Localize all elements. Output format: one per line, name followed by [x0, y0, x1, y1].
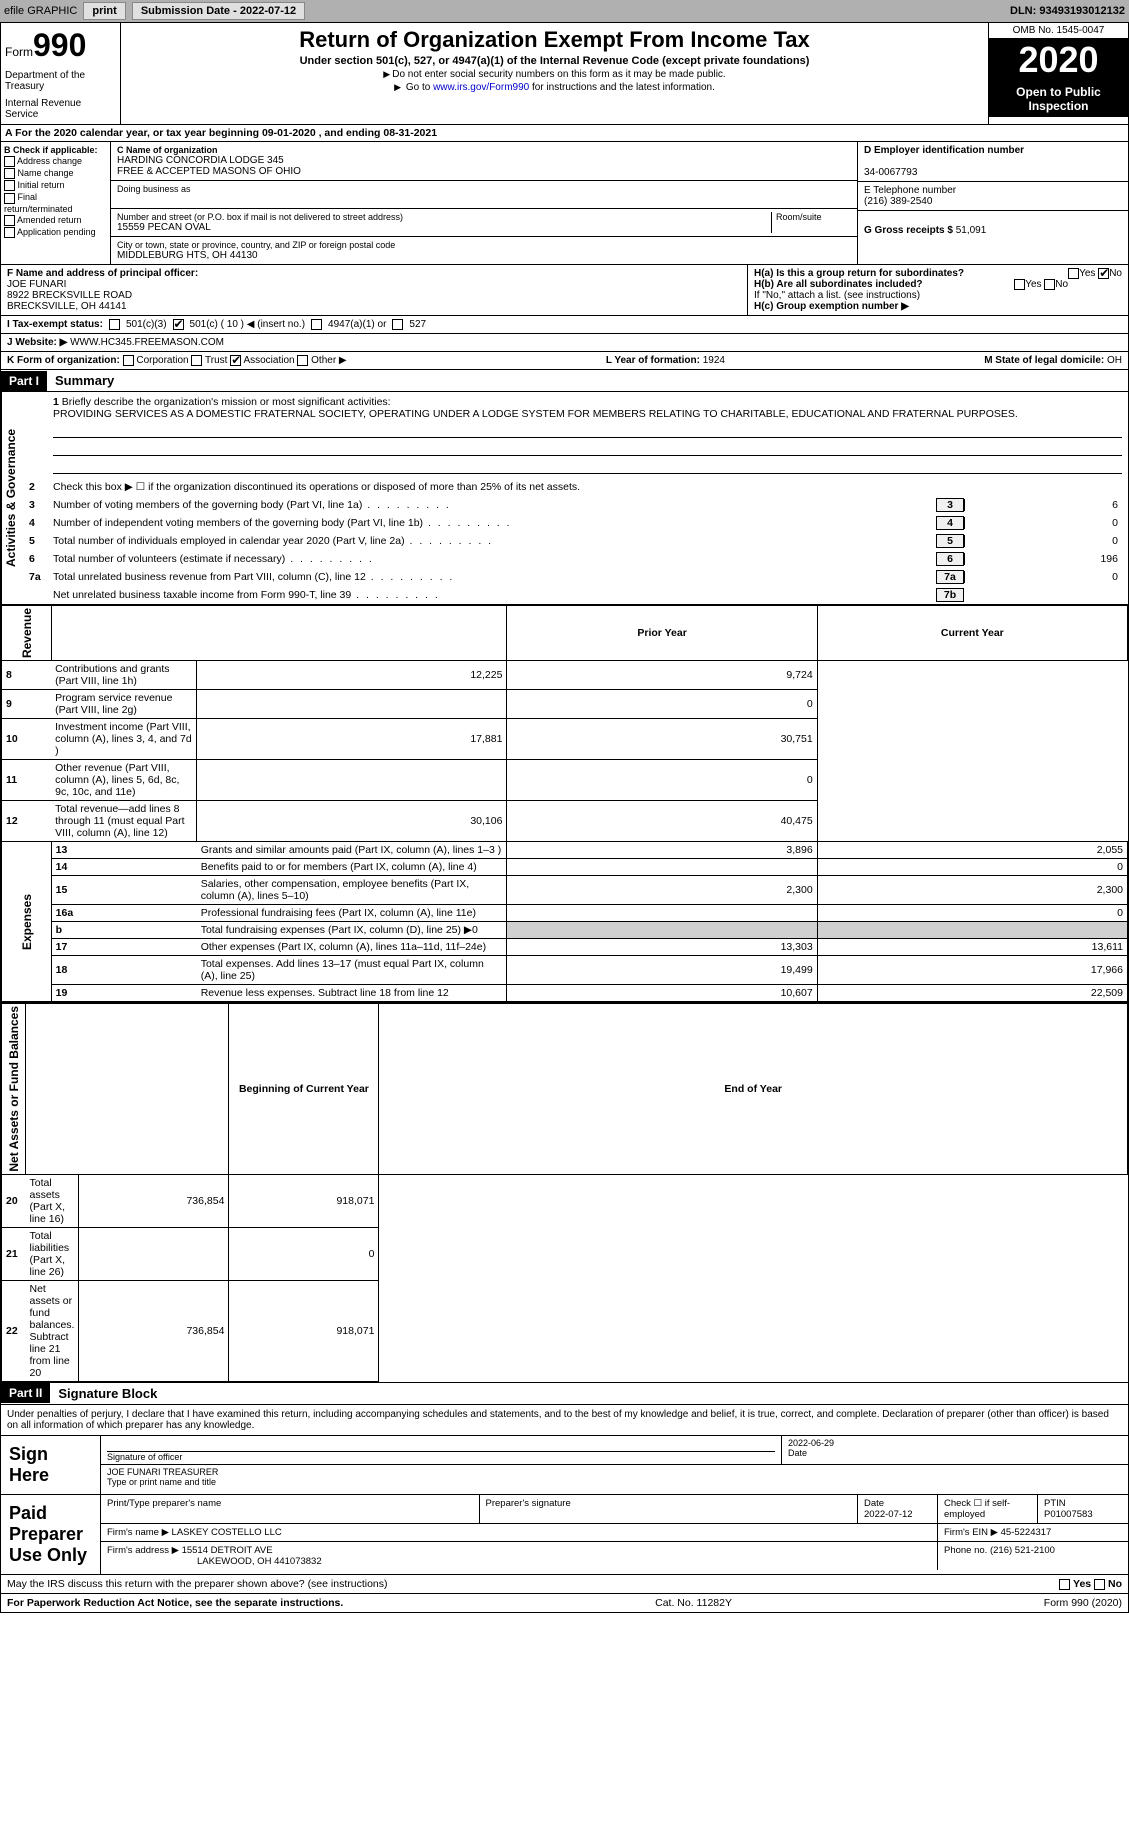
col-d: D Employer identification number 34-0067… — [858, 142, 1128, 264]
cb-address[interactable]: Address change — [4, 156, 107, 167]
part2-header: Part II Signature Block — [0, 1383, 1129, 1405]
table-row: 11Other revenue (Part VIII, column (A), … — [2, 760, 1128, 801]
net-section: Net Assets or Fund Balances Beginning of… — [0, 1003, 1129, 1383]
table-row: 16aProfessional fundraising fees (Part I… — [2, 905, 1128, 922]
table-row: bTotal fundraising expenses (Part IX, co… — [2, 922, 1128, 939]
table-row: 21Total liabilities (Part X, line 26)0 — [2, 1227, 1128, 1280]
website: WWW.HC345.FREEMASON.COM — [70, 337, 224, 348]
note-ssn: Do not enter social security numbers on … — [125, 69, 984, 80]
toolbar: efile GRAPHIC print Submission Date - 20… — [0, 0, 1129, 23]
submission-button[interactable]: Submission Date - 2022-07-12 — [132, 2, 305, 20]
net-table: Net Assets or Fund Balances Beginning of… — [1, 1003, 1128, 1382]
entity-block: B Check if applicable: Address change Na… — [0, 142, 1129, 265]
cb-initial[interactable]: Initial return — [4, 180, 107, 191]
table-row: 8Contributions and grants (Part VIII, li… — [2, 661, 1128, 690]
telephone: (216) 389-2540 — [864, 196, 1122, 207]
dept-treasury: Department of the Treasury — [5, 70, 116, 92]
paid-preparer: Paid Preparer Use Only Print/Type prepar… — [0, 1495, 1129, 1575]
firm-name: LASKEY COSTELLO LLC — [172, 1527, 282, 1538]
part1-header: Part I Summary — [0, 370, 1129, 392]
open-inspection: Open to Public Inspection — [989, 81, 1128, 117]
form-left: Form990 Department of the Treasury Inter… — [1, 23, 121, 124]
form-right: OMB No. 1545-0047 2020 Open to Public In… — [988, 23, 1128, 124]
org-name1: HARDING CONCORDIA LODGE 345 — [117, 155, 851, 166]
dept-irs: Internal Revenue Service — [5, 98, 116, 120]
table-row: 20Total assets (Part X, line 16)736,8549… — [2, 1174, 1128, 1227]
table-row: 14Benefits paid to or for members (Part … — [2, 859, 1128, 876]
omb: OMB No. 1545-0047 — [989, 23, 1128, 39]
tax-year: 2020 — [989, 39, 1128, 81]
ptin: P01007583 — [1044, 1509, 1093, 1520]
city: MIDDLEBURG HTS, OH 44130 — [117, 250, 851, 261]
cb-final[interactable]: Final return/terminated — [4, 192, 107, 213]
org-name2: FREE & ACCEPTED MASONS OF OHIO — [117, 166, 851, 177]
cb-pending[interactable]: Application pending — [4, 227, 107, 238]
form-header: Form990 Department of the Treasury Inter… — [0, 23, 1129, 125]
col-b: B Check if applicable: Address change Na… — [1, 142, 111, 264]
gov-section: Activities & Governance 1 Briefly descri… — [0, 392, 1129, 605]
signer-name: JOE FUNARI TREASURER — [107, 1467, 1122, 1477]
declaration: Under penalties of perjury, I declare th… — [0, 1405, 1129, 1436]
col-c: C Name of organization HARDING CONCORDIA… — [111, 142, 858, 264]
cb-name[interactable]: Name change — [4, 168, 107, 179]
table-row: 22Net assets or fund balances. Subtract … — [2, 1280, 1128, 1381]
side-gov: Activities & Governance — [1, 392, 25, 604]
efile-label: efile GRAPHIC — [4, 5, 77, 17]
rev-exp-section: Revenue Prior Year Current Year 8Contrib… — [0, 605, 1129, 1003]
table-row: 17Other expenses (Part IX, column (A), l… — [2, 939, 1128, 956]
footer: For Paperwork Reduction Act Notice, see … — [0, 1594, 1129, 1613]
irs-link[interactable]: www.irs.gov/Form990 — [433, 82, 529, 93]
note-link: Go to www.irs.gov/Form990 for instructio… — [125, 82, 984, 93]
period-row: A For the 2020 calendar year, or tax yea… — [0, 125, 1129, 142]
mission-text: PROVIDING SERVICES AS A DOMESTIC FRATERN… — [53, 408, 1018, 420]
table-row: 15Salaries, other compensation, employee… — [2, 876, 1128, 905]
form-title: Return of Organization Exempt From Incom… — [125, 27, 984, 53]
summary-table: Revenue Prior Year Current Year 8Contrib… — [1, 605, 1128, 1002]
gross-receipts: 51,091 — [956, 225, 987, 236]
website-row: J Website: ▶ WWW.HC345.FREEMASON.COM — [0, 334, 1129, 352]
print-button[interactable]: print — [83, 2, 125, 20]
table-row: 12Total revenue—add lines 8 through 11 (… — [2, 801, 1128, 842]
table-row: 10Investment income (Part VIII, column (… — [2, 719, 1128, 760]
korg-row: K Form of organization: Corporation Trus… — [0, 352, 1129, 370]
dln: DLN: 93493193012132 — [1010, 5, 1125, 17]
officer-name: JOE FUNARI — [7, 279, 741, 290]
table-row: 9Program service revenue (Part VIII, lin… — [2, 690, 1128, 719]
form-center: Return of Organization Exempt From Incom… — [121, 23, 988, 124]
table-row: Expenses13Grants and similar amounts pai… — [2, 842, 1128, 859]
officers: F Name and address of principal officer:… — [0, 265, 1129, 316]
tax-status: I Tax-exempt status: 501(c)(3) 501(c) ( … — [0, 316, 1129, 334]
ein: 34-0067793 — [864, 167, 1122, 178]
form-sub: Under section 501(c), 527, or 4947(a)(1)… — [125, 55, 984, 67]
street: 15559 PECAN OVAL — [117, 222, 771, 233]
cb-amended[interactable]: Amended return — [4, 215, 107, 226]
table-row: 19Revenue less expenses. Subtract line 1… — [2, 985, 1128, 1002]
sign-here: Sign Here Signature of officer 2022-06-2… — [0, 1436, 1129, 1495]
discuss-row: May the IRS discuss this return with the… — [0, 1575, 1129, 1594]
table-row: 18Total expenses. Add lines 13–17 (must … — [2, 956, 1128, 985]
